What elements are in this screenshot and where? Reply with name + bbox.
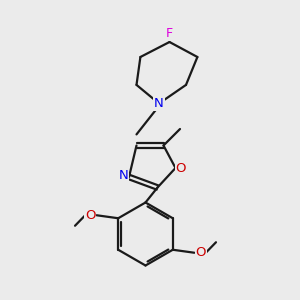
Text: O: O bbox=[196, 246, 206, 259]
Text: F: F bbox=[166, 27, 173, 40]
Text: O: O bbox=[176, 161, 186, 175]
Text: N: N bbox=[119, 169, 128, 182]
Text: O: O bbox=[85, 209, 95, 222]
Text: N: N bbox=[154, 97, 164, 110]
